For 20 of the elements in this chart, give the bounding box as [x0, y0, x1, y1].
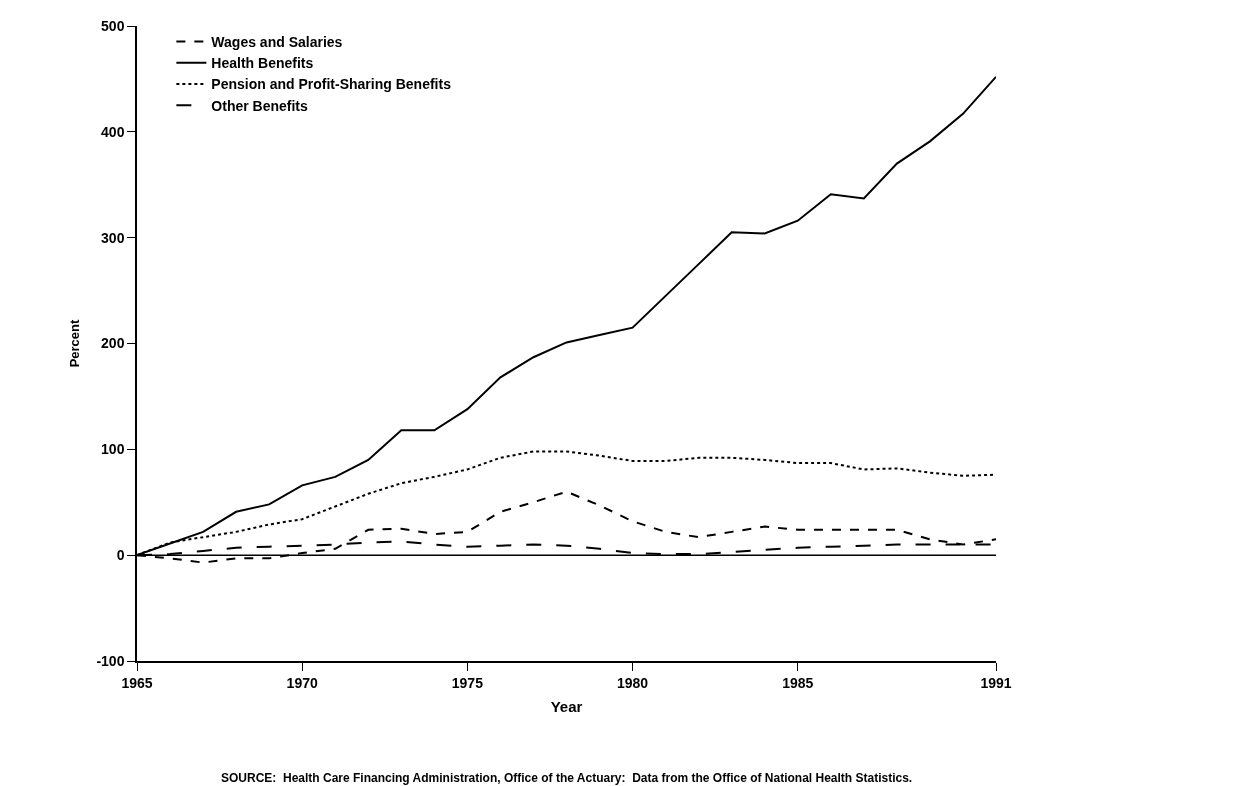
x-tick-label: 1980	[617, 674, 649, 691]
legend-label: Pension and Profit-Sharing Benefits	[211, 76, 452, 93]
y-tick-label: 200	[101, 335, 125, 352]
x-tick-label: 1985	[782, 674, 814, 691]
y-tick-label: 300	[101, 229, 125, 246]
source-note: SOURCE: Health Care Financing Administration, Office of the Actuary: Data from the Office of National Health Statistics.	[221, 771, 913, 785]
x-tick-label: 1965	[121, 674, 153, 691]
y-tick-label: 0	[116, 547, 125, 564]
x-tick-label: 1975	[451, 674, 484, 691]
y-tick-label: 500	[101, 17, 125, 34]
x-tick-label: 1991	[980, 674, 1012, 691]
y-axis-title: Percent	[66, 318, 82, 368]
legend-label: Other Benefits	[211, 97, 309, 114]
y-tick-label: 100	[101, 441, 125, 458]
legend-label: Wages and Salaries	[211, 34, 343, 51]
legend-label: Health Benefits	[211, 55, 314, 72]
x-axis-title: Year	[550, 698, 583, 716]
x-tick-label: 1970	[286, 674, 318, 691]
y-tick-label: -100	[96, 652, 125, 669]
y-tick-label: 400	[101, 123, 125, 140]
